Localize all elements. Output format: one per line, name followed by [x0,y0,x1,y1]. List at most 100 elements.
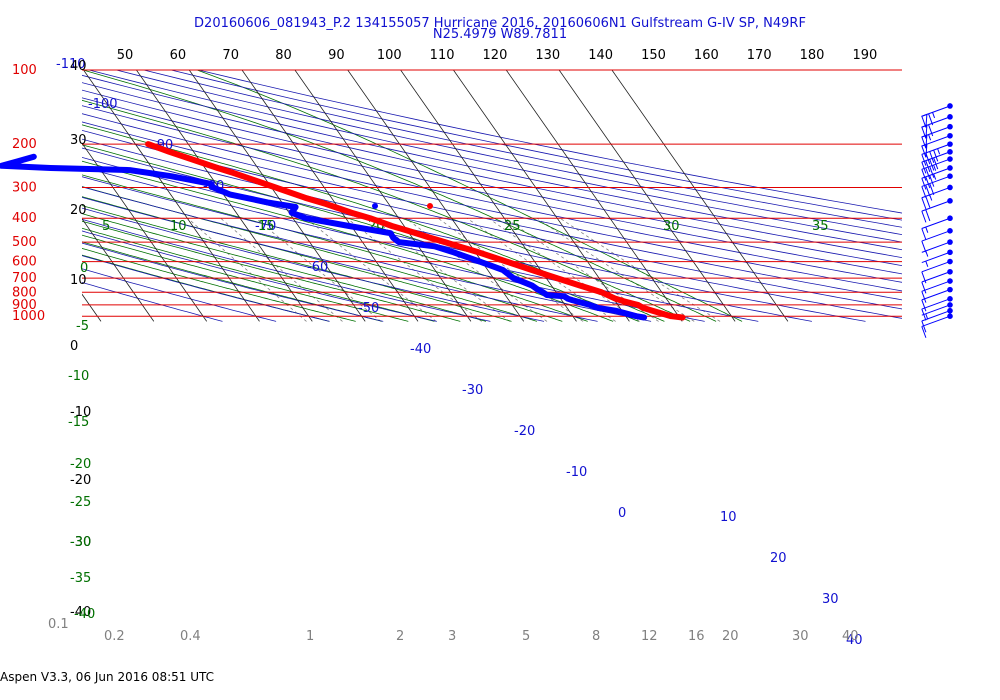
moist-adiabat-label: 5 [102,219,110,234]
top-axis-label: 120 [483,48,508,63]
wind-barb [921,156,953,181]
isotherm-label: 20 [770,551,787,566]
top-axis-label: 130 [535,48,560,63]
wind-barb [921,184,953,210]
temperature-top-marker [427,203,433,209]
dry-adiabat-line [82,74,902,251]
wind-barb [921,268,953,294]
dry-adiabat-line [82,138,902,319]
pressure-label: 100 [12,63,37,78]
mixing-ratio-line [346,217,482,322]
mixing-ratio-label: 2 [396,629,404,644]
pressure-label: 400 [12,211,37,226]
mixing-ratio-label: 12 [641,629,658,644]
dry-adiabat-line [82,255,330,322]
moist-adiabat-line [82,234,409,322]
dry-adiabat-lines [82,70,902,322]
dewpoint-top-marker [372,203,378,209]
dry-adiabat-line [143,70,902,228]
dry-adiabat-line [82,105,902,283]
top-axis-label: 100 [377,48,402,63]
dry-adiabat-line [82,97,902,275]
dewpoint-trace [0,153,648,321]
moist-adiabat-line [82,99,691,322]
left-temperature-label: 20 [70,203,87,218]
wind-barb [921,165,953,190]
mixing-ratio-label: 16 [688,629,705,644]
moist-adiabat-line [82,247,356,322]
moist-adiabat-label: -25 [70,495,91,510]
dry-adiabat-line [82,230,437,322]
wind-barb [921,132,953,158]
dry-adiabat-line [198,70,902,214]
moist-adiabat-label: 15 [258,219,275,234]
pressure-label: 600 [12,255,37,270]
top-axis-label: 60 [170,48,187,63]
moist-adiabat-label: -10 [68,369,89,384]
isotherm-label: -30 [462,383,483,398]
dry-adiabat-line [82,176,705,322]
top-axis-label: 190 [852,48,877,63]
moist-adiabat-line [196,70,743,322]
mixing-ratio-line [220,217,343,322]
dry-adiabat-line [82,121,902,301]
temperature-trace [145,141,686,321]
mixing-ratio-label: 8 [592,629,600,644]
left-temperature-label: -10 [70,405,91,420]
moist-adiabat-label: 0 [80,261,88,276]
wind-barb [921,286,953,312]
top-axis-label: 70 [222,48,239,63]
moist-adiabat-label: 25 [504,219,521,234]
chart-header-line-2: N25.4979 W89.7811 [432,27,568,42]
wind-barb [921,114,953,139]
mixing-ratio-line [505,217,659,322]
mixing-ratio-label: 0.1 [48,617,69,632]
isotherm-label: 10 [720,510,737,525]
mixing-ratio-line [488,217,640,322]
dry-adiabat-line [82,89,902,267]
dry-adiabat-line [89,70,902,243]
top-axis-label: 160 [694,48,719,63]
wind-barb [921,296,953,321]
wind-barb [921,239,953,257]
pressure-label: 500 [12,235,37,250]
mixing-ratio-label: 30 [792,629,809,644]
top-axis-label: 140 [588,48,613,63]
wind-barb [921,141,953,166]
left-temperature-label: 40 [70,59,87,74]
wind-barb [921,228,953,253]
isotherm-label: -60 [307,260,328,275]
wind-barb [921,258,953,284]
mixing-ratio-line [305,217,437,322]
pressure-label: 800 [12,285,37,300]
dry-adiabat-line [82,129,902,310]
mixing-ratio-label: 1 [306,629,314,644]
moist-adiabat-label: -30 [70,535,91,550]
mixing-ratio-line [255,217,382,322]
moist-adiabat-label: -40 [74,607,95,622]
wind-barb [921,215,953,240]
top-axis-label: 170 [747,48,772,63]
moist-adiabat-line [82,196,538,322]
moist-adiabat-label: -15 [68,415,89,430]
left-temperature-label: -30 [70,535,91,550]
moist-adiabat-label: 10 [170,219,187,234]
moist-adiabat-label: 30 [663,219,680,234]
left-temperature-label: 0 [70,339,78,354]
top-axis-label: 110 [430,48,455,63]
wind-barb [921,307,953,333]
wind-barb [921,198,953,223]
isotherm-line [241,70,419,322]
chart-header-line-1: D20160606_081943_P.2 134155057 Hurricane… [194,16,806,31]
isotherm-label: 30 [822,592,839,607]
mixing-ratio-label: 0.2 [104,629,125,644]
dry-adiabat-line [171,70,902,221]
wind-barbs [921,103,953,338]
mixing-ratio-label: 40 [842,629,859,644]
isotherm-label: -110 [56,57,86,72]
left-temperature-label: 10 [70,273,87,288]
isotherm-label: -100 [88,97,118,112]
isotherm-line [558,70,736,322]
